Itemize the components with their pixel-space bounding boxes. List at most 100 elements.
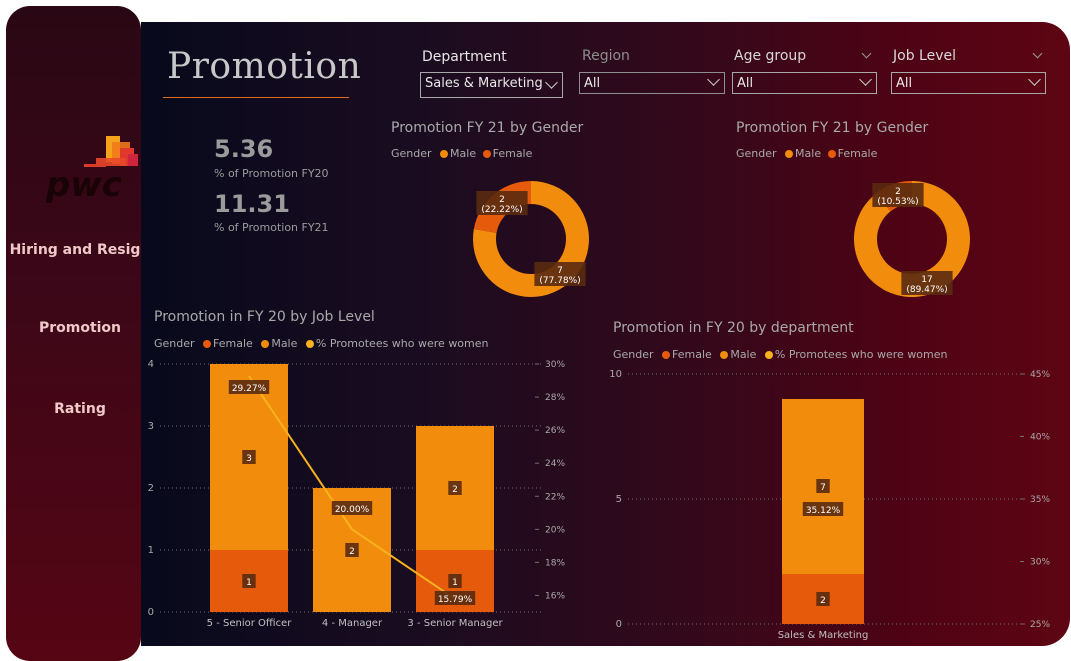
bar-left-legend: Gender Female Male % Promotees who were … [154, 337, 489, 350]
kpi-promotion-fy21-label: % of Promotion FY21 [214, 221, 329, 234]
nav-hiring-and-resign[interactable]: Hiring and Resign [9, 242, 151, 258]
donut-right-male-slice [854, 181, 970, 297]
slicer-job-level-dropdown[interactable]: All [891, 72, 1046, 94]
slicer-department-value: Sales & Marketing [425, 76, 543, 91]
bar-left-y2-tick: 26% [545, 426, 565, 436]
legend-pct-label: % Promotees who were women [315, 337, 489, 350]
bar-right-title: Promotion in FY 20 by department [613, 320, 854, 336]
bar-left-y-tick: 2 [148, 483, 154, 494]
bar-left-pct-label-bg [331, 501, 373, 515]
bar-right-pct-label: 35.12% [806, 506, 841, 516]
bar-right-male-value-bg [816, 479, 830, 493]
bar-left-x-tick: 3 - Senior Manager [407, 618, 503, 629]
main-panel: Promotion 5.36 % of Promotion FY20 11.31… [141, 22, 1070, 646]
bar-right-legend: Gender Female Male % Promotees who were … [613, 348, 948, 361]
bar-left-female-value: 1 [452, 578, 458, 588]
bar-left-pct-label: 15.79% [438, 595, 473, 605]
legend-title: Gender [613, 348, 654, 361]
slicer-age-group-dropdown[interactable]: All [732, 72, 877, 94]
donut-right-male-label: (89.47%) [906, 285, 947, 295]
donut-left-male-label-bg [534, 262, 586, 286]
bar-left-x-tick: 4 - Manager [322, 618, 383, 629]
donut-right-female-label: 2 [895, 187, 901, 197]
legend-female-label: Female [837, 147, 878, 160]
bar-right-y-tick: 5 [616, 494, 622, 505]
slicer-region-value: All [584, 76, 601, 91]
bar-left-pct-label: 20.00% [335, 505, 370, 515]
donut-left-female-label-bg [476, 191, 528, 215]
bar-left-female-value-bg [242, 574, 256, 588]
donut-right-title: Promotion FY 21 by Gender [736, 120, 929, 136]
bar-right-y2-tick: 45% [1030, 370, 1050, 380]
legend-male-label: Male [271, 337, 298, 350]
bar-left-y2-tick: 22% [545, 492, 565, 502]
svg-text:pwc: pwc [45, 165, 122, 205]
kpi-promotion-fy20-value: 5.36 [214, 135, 274, 163]
legend-title: Gender [736, 147, 777, 160]
bar-left-male-value: 3 [246, 454, 252, 464]
legend-pct-dot [305, 340, 314, 348]
bar-left-female-value: 1 [246, 578, 252, 588]
pwc-logo: pwc [45, 136, 138, 205]
legend-female-label: Female [492, 147, 533, 160]
kpi-promotion-fy20-label: % of Promotion FY20 [214, 167, 329, 180]
bar-left-title: Promotion in FY 20 by Job Level [154, 309, 375, 325]
legend-male-label: Male [795, 147, 822, 160]
sidebar: pwc Hiring and Resign Promotion Rating [6, 6, 150, 661]
bar-right-y2-tick: 35% [1030, 495, 1050, 505]
bar-left-y-tick: 1 [148, 545, 154, 556]
bar-left-pct-label-bg [228, 380, 270, 394]
bar-right-y2-tick: 25% [1030, 620, 1050, 630]
donut-right-legend: Gender Male Female [736, 147, 877, 160]
bar-right-female-value: 2 [820, 596, 826, 606]
legend-female-label: Female [213, 337, 253, 350]
donut-right-female-label: (10.53%) [877, 197, 918, 207]
kpi-promotion-fy21-value: 11.31 [214, 190, 290, 218]
donut-left-male-label: 7 [557, 266, 563, 276]
legend-male-dot [785, 150, 794, 158]
legend-male-dot [720, 351, 729, 359]
bar-left-y-tick: 4 [148, 359, 154, 370]
donut-left-female-label: 2 [499, 195, 505, 205]
donut-right-male-label: 17 [921, 275, 932, 285]
nav-promotion[interactable]: Promotion [38, 320, 122, 336]
legend-title: Gender [154, 337, 195, 350]
slicer-region-dropdown[interactable]: All [579, 72, 725, 94]
bar-left-y-tick: 0 [148, 607, 154, 618]
bar-left-y2-tick: 24% [545, 459, 565, 469]
nav-rating[interactable]: Rating [54, 401, 106, 417]
bar-right-female-value-bg [816, 592, 830, 606]
donut-right-male-label-bg [901, 271, 953, 295]
legend-male-label: Male [450, 147, 477, 160]
legend-male-dot [440, 150, 449, 158]
bar-left-x-tick: 5 - Senior Officer [207, 618, 293, 629]
bar-left-y2-tick: 30% [545, 360, 565, 370]
slicer-job-level-value: All [896, 76, 913, 91]
donut-left-male-label: (77.78%) [539, 276, 580, 286]
legend-female-label: Female [672, 348, 712, 361]
slicer-department-label: Department [422, 49, 507, 65]
donut-left-title: Promotion FY 21 by Gender [391, 120, 584, 136]
bar-left-pct-line [248, 375, 456, 600]
donut-left-legend: Gender Male Female [391, 147, 532, 160]
legend-female-dot [662, 351, 671, 359]
bar-left-pct-label: 29.27% [232, 384, 267, 394]
bar-right-pct-label-bg [802, 502, 844, 516]
legend-female-dot [827, 150, 836, 158]
legend-pct-dot [764, 351, 773, 359]
legend-male-label: Male [730, 348, 757, 361]
slicer-region-label: Region [582, 48, 630, 64]
donut-right-female-label-bg [872, 183, 924, 207]
donut-left-female-label: (22.22%) [481, 205, 522, 215]
slicer-department-dropdown[interactable]: Sales & Marketing [420, 72, 563, 98]
bar-left-female-value-bg [448, 574, 462, 588]
bar-right-y2-tick: 30% [1030, 558, 1050, 568]
bar-left-male-value: 2 [452, 485, 458, 495]
bar-left-y2-tick: 16% [545, 591, 565, 601]
bar-left-male-value: 2 [349, 547, 355, 557]
title-underline [163, 97, 349, 98]
bar-right-y2-tick: 40% [1030, 433, 1050, 443]
bar-right-y-tick: 10 [609, 369, 622, 380]
slicer-age-group-value: All [737, 76, 754, 91]
slicer-age-group-label: Age group [734, 48, 807, 64]
